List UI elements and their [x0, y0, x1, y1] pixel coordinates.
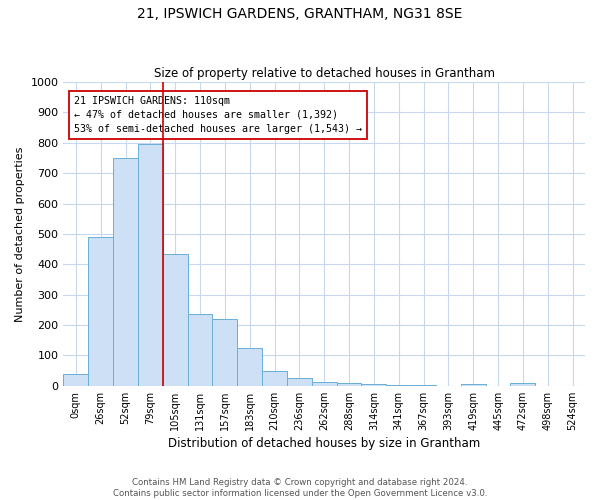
Bar: [386, 385, 411, 386]
Title: Size of property relative to detached houses in Grantham: Size of property relative to detached ho…: [154, 66, 495, 80]
Bar: [163, 254, 188, 386]
Bar: [337, 384, 361, 386]
Bar: [138, 144, 163, 386]
Bar: [411, 385, 436, 386]
Text: 21, IPSWICH GARDENS, GRANTHAM, NG31 8SE: 21, IPSWICH GARDENS, GRANTHAM, NG31 8SE: [137, 8, 463, 22]
Bar: [461, 384, 485, 386]
Text: 21 IPSWICH GARDENS: 110sqm
← 47% of detached houses are smaller (1,392)
53% of s: 21 IPSWICH GARDENS: 110sqm ← 47% of deta…: [74, 96, 362, 134]
Bar: [237, 348, 262, 386]
Y-axis label: Number of detached properties: Number of detached properties: [15, 146, 25, 322]
Bar: [188, 314, 212, 386]
Bar: [262, 370, 287, 386]
Bar: [113, 158, 138, 386]
Bar: [88, 237, 113, 386]
Bar: [312, 382, 337, 386]
Bar: [64, 374, 88, 386]
Bar: [212, 319, 237, 386]
Text: Contains HM Land Registry data © Crown copyright and database right 2024.
Contai: Contains HM Land Registry data © Crown c…: [113, 478, 487, 498]
Bar: [287, 378, 312, 386]
Bar: [361, 384, 386, 386]
X-axis label: Distribution of detached houses by size in Grantham: Distribution of detached houses by size …: [168, 437, 481, 450]
Bar: [511, 384, 535, 386]
